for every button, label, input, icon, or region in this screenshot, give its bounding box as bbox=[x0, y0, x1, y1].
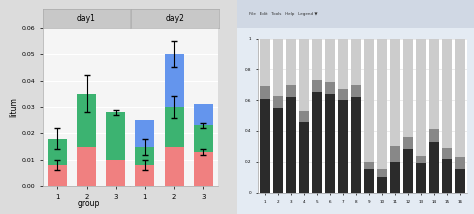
Bar bbox=[403, 39, 413, 137]
Bar bbox=[416, 163, 426, 193]
Bar bbox=[286, 85, 296, 97]
Bar bbox=[390, 146, 400, 162]
Bar bbox=[260, 86, 270, 99]
Bar bbox=[442, 159, 452, 193]
Bar bbox=[325, 94, 335, 193]
Bar bbox=[194, 152, 213, 186]
Bar bbox=[390, 162, 400, 193]
Bar bbox=[429, 39, 439, 129]
Bar bbox=[194, 104, 213, 125]
Bar bbox=[416, 156, 426, 163]
Bar bbox=[390, 39, 400, 146]
Text: day2: day2 bbox=[165, 14, 184, 23]
Bar bbox=[136, 147, 155, 165]
Bar bbox=[338, 39, 348, 89]
Bar bbox=[286, 97, 296, 193]
Bar bbox=[273, 108, 283, 193]
Text: File   Edit   Tools   Help   Legend ▼: File Edit Tools Help Legend ▼ bbox=[249, 12, 318, 16]
Bar bbox=[456, 39, 465, 157]
Bar bbox=[351, 85, 361, 97]
Bar bbox=[299, 39, 309, 111]
Bar bbox=[442, 148, 452, 159]
Bar bbox=[164, 54, 184, 107]
Bar bbox=[164, 147, 184, 186]
Bar bbox=[338, 89, 348, 100]
Bar bbox=[312, 39, 322, 80]
Bar bbox=[351, 97, 361, 193]
Bar bbox=[416, 39, 426, 156]
Bar bbox=[456, 157, 465, 169]
Bar bbox=[312, 80, 322, 92]
Bar bbox=[106, 112, 125, 160]
Bar bbox=[456, 169, 465, 193]
Bar bbox=[351, 39, 361, 85]
Bar bbox=[136, 120, 155, 147]
Bar bbox=[429, 129, 439, 142]
Bar bbox=[299, 122, 309, 193]
Bar bbox=[77, 147, 96, 186]
Text: group: group bbox=[77, 199, 100, 208]
Bar bbox=[106, 160, 125, 186]
Bar bbox=[77, 94, 96, 147]
Bar bbox=[403, 149, 413, 193]
Bar bbox=[299, 111, 309, 122]
Bar bbox=[48, 139, 67, 165]
Bar bbox=[312, 92, 322, 193]
Bar bbox=[164, 107, 184, 147]
Bar bbox=[273, 39, 283, 95]
Bar bbox=[286, 39, 296, 85]
Bar bbox=[364, 39, 374, 162]
Bar bbox=[194, 125, 213, 152]
Y-axis label: litum: litum bbox=[9, 97, 18, 117]
Bar bbox=[429, 142, 439, 193]
Bar bbox=[260, 39, 270, 86]
Bar bbox=[325, 82, 335, 94]
Bar bbox=[260, 99, 270, 193]
Bar bbox=[48, 165, 67, 186]
Text: day1: day1 bbox=[77, 14, 96, 23]
Bar bbox=[364, 169, 374, 193]
Bar bbox=[136, 165, 155, 186]
Bar bbox=[377, 169, 387, 177]
Bar bbox=[325, 39, 335, 82]
Bar bbox=[273, 95, 283, 108]
Bar bbox=[377, 39, 387, 169]
Bar bbox=[377, 177, 387, 193]
Bar bbox=[364, 162, 374, 169]
Bar bbox=[442, 39, 452, 148]
Bar bbox=[338, 100, 348, 193]
Bar bbox=[403, 137, 413, 149]
